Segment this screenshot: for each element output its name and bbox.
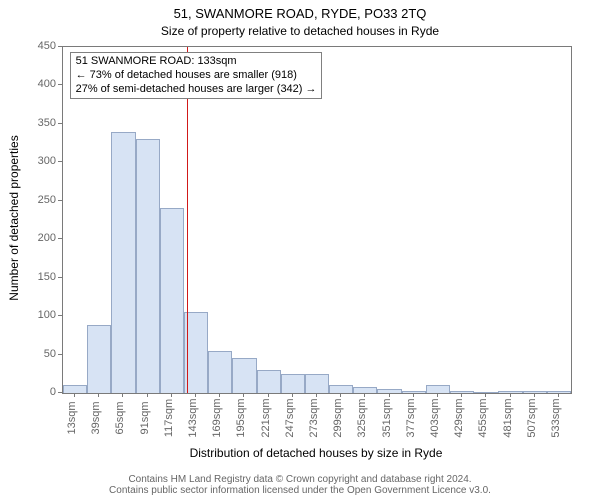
x-tick-label: 169sqm <box>211 398 223 438</box>
x-tick-label: 221sqm <box>260 398 272 438</box>
histogram-bar <box>353 387 377 393</box>
x-tick-label: 143sqm <box>187 398 199 438</box>
x-tick-label: 429sqm <box>453 398 465 438</box>
x-tick-mark <box>510 393 511 397</box>
x-tick-mark <box>243 393 244 397</box>
histogram-bar <box>63 385 87 393</box>
x-tick-label: 533sqm <box>550 398 562 438</box>
x-tick-mark <box>122 393 123 397</box>
annotation-line-3: 27% of semi-detached houses are larger (… <box>76 83 316 97</box>
x-tick-label: 507sqm <box>526 398 538 438</box>
y-tick-label: 100 <box>24 309 56 321</box>
x-tick-mark <box>316 393 317 397</box>
x-tick-mark <box>268 393 269 397</box>
y-tick-label: 250 <box>24 194 56 206</box>
x-tick-label: 403sqm <box>429 398 441 438</box>
x-tick-mark <box>171 393 172 397</box>
x-tick-mark <box>413 393 414 397</box>
annotation-line-2: ← 73% of detached houses are smaller (91… <box>76 69 316 83</box>
x-tick-mark <box>461 393 462 397</box>
histogram-bar <box>450 391 474 393</box>
y-tick-mark <box>58 238 62 239</box>
histogram-bar <box>281 374 305 393</box>
x-tick-mark <box>195 393 196 397</box>
histogram-bar <box>257 370 281 393</box>
footer-line-1: Contains HM Land Registry data © Crown c… <box>0 474 600 485</box>
y-tick-mark <box>58 46 62 47</box>
x-tick-mark <box>219 393 220 397</box>
histogram-bar <box>305 374 329 393</box>
y-tick-label: 350 <box>24 117 56 129</box>
x-tick-label: 195sqm <box>235 398 247 438</box>
y-tick-label: 0 <box>24 386 56 398</box>
x-tick-mark <box>558 393 559 397</box>
y-tick-label: 50 <box>24 348 56 360</box>
x-tick-mark <box>437 393 438 397</box>
x-tick-label: 39sqm <box>90 398 102 438</box>
y-axis-label: Number of detached properties <box>7 45 21 391</box>
chart-title-main: 51, SWANMORE ROAD, RYDE, PO33 2TQ <box>0 6 600 21</box>
y-tick-mark <box>58 392 62 393</box>
x-tick-label: 377sqm <box>405 398 417 438</box>
y-tick-mark <box>58 277 62 278</box>
y-tick-label: 400 <box>24 78 56 90</box>
y-tick-label: 300 <box>24 155 56 167</box>
x-tick-mark <box>364 393 365 397</box>
x-tick-label: 325sqm <box>356 398 368 438</box>
x-tick-mark <box>292 393 293 397</box>
y-tick-mark <box>58 354 62 355</box>
chart-title-sub: Size of property relative to detached ho… <box>0 24 600 38</box>
x-tick-mark <box>74 393 75 397</box>
x-tick-label: 481sqm <box>502 398 514 438</box>
y-tick-mark <box>58 84 62 85</box>
annotation-box: 51 SWANMORE ROAD: 133sqm ← 73% of detach… <box>70 52 322 99</box>
histogram-bar <box>402 391 426 393</box>
histogram-bar <box>160 208 184 393</box>
histogram-bar <box>232 358 256 393</box>
x-tick-label: 455sqm <box>477 398 489 438</box>
footer: Contains HM Land Registry data © Crown c… <box>0 474 600 496</box>
histogram-bar <box>498 391 522 393</box>
histogram-bar <box>547 391 571 393</box>
x-tick-label: 117sqm <box>163 398 175 438</box>
annotation-line-1: 51 SWANMORE ROAD: 133sqm <box>76 55 316 69</box>
histogram-bar <box>136 139 160 393</box>
y-tick-mark <box>58 161 62 162</box>
x-tick-mark <box>98 393 99 397</box>
y-tick-label: 450 <box>24 40 56 52</box>
x-tick-label: 65sqm <box>114 398 126 438</box>
histogram-bar <box>208 351 232 393</box>
histogram-bar <box>474 392 498 393</box>
x-tick-mark <box>389 393 390 397</box>
x-tick-label: 299sqm <box>332 398 344 438</box>
x-tick-mark <box>534 393 535 397</box>
x-tick-label: 91sqm <box>139 398 151 438</box>
histogram-bar <box>426 385 450 393</box>
y-tick-label: 150 <box>24 271 56 283</box>
x-tick-label: 13sqm <box>66 398 78 438</box>
y-tick-mark <box>58 315 62 316</box>
x-tick-label: 351sqm <box>381 398 393 438</box>
x-tick-mark <box>147 393 148 397</box>
x-tick-mark <box>485 393 486 397</box>
histogram-bar <box>523 391 547 393</box>
histogram-bar <box>111 132 135 393</box>
histogram-bar <box>329 385 353 393</box>
x-tick-label: 247sqm <box>284 398 296 438</box>
footer-line-2: Contains public sector information licen… <box>0 485 600 496</box>
x-tick-mark <box>340 393 341 397</box>
x-tick-label: 273sqm <box>308 398 320 438</box>
histogram-bar <box>87 325 111 393</box>
y-tick-label: 200 <box>24 232 56 244</box>
y-tick-mark <box>58 123 62 124</box>
histogram-bar <box>377 389 401 393</box>
y-tick-mark <box>58 200 62 201</box>
x-axis-label: Distribution of detached houses by size … <box>62 446 570 460</box>
